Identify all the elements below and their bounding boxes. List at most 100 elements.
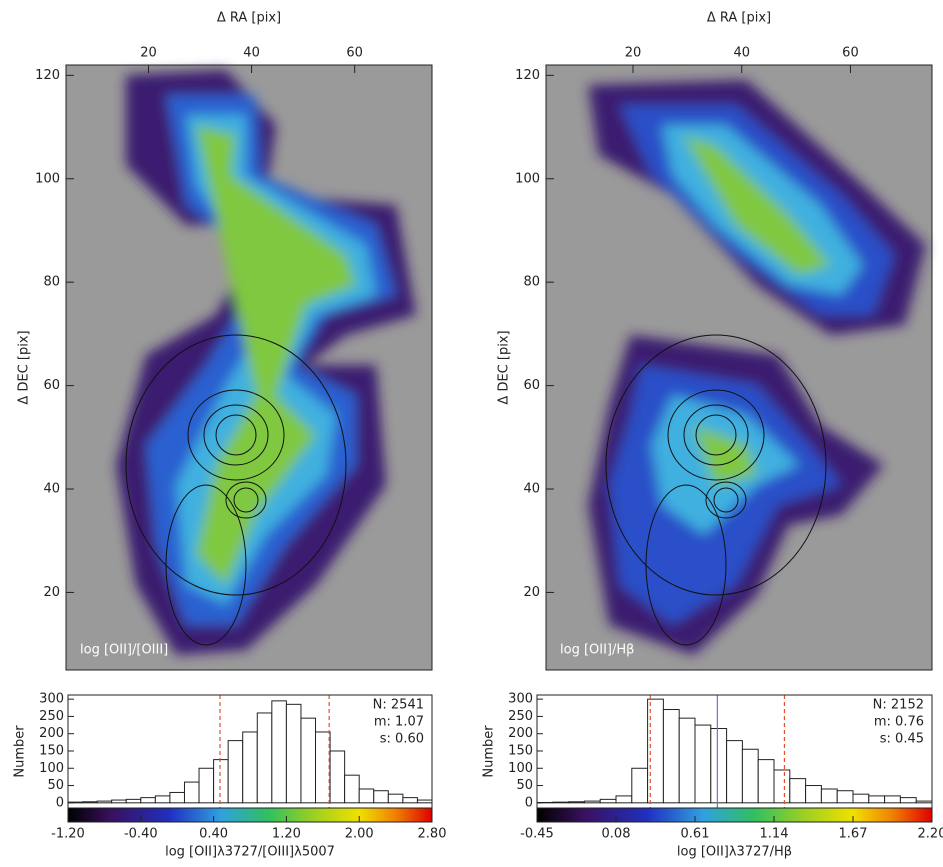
- x-tick-label: 40: [243, 46, 260, 61]
- y-tick-label: 60: [43, 378, 60, 393]
- x-tick-label: 60: [842, 46, 859, 61]
- histogram-bar: [900, 798, 916, 803]
- y-tick-label: 100: [35, 171, 60, 186]
- histogram-bar: [243, 732, 258, 803]
- histogram-bar: [821, 789, 837, 803]
- histogram-bar: [301, 718, 316, 803]
- histogram-bar: [853, 794, 869, 803]
- stat-annotation: m: 0.76: [874, 715, 924, 730]
- histogram-bar: [742, 749, 758, 803]
- colorbar: [68, 808, 432, 822]
- y-axis-label: Number: [13, 725, 28, 778]
- y-tick-label: 80: [43, 275, 60, 290]
- y-axis-label: Number: [482, 725, 497, 778]
- x-tick-label: 2.00: [345, 827, 374, 842]
- histogram-bar: [286, 704, 301, 802]
- y-tick-label: 150: [508, 743, 533, 758]
- x-tick-label: 0.61: [681, 827, 710, 842]
- y-tick-label: 40: [43, 482, 60, 497]
- histogram-bar: [916, 801, 932, 803]
- y-tick-label: 100: [508, 761, 533, 776]
- x-tick-label: 1.14: [760, 827, 789, 842]
- stat-annotation: s: 0.45: [880, 732, 924, 747]
- y-tick-label: 40: [523, 482, 540, 497]
- map-label: log [OII]/Hβ: [560, 643, 634, 658]
- histogram-bar: [869, 796, 885, 803]
- stat-annotation: m: 1.07: [374, 715, 424, 730]
- x-tick-label: 1.20: [272, 827, 301, 842]
- colorbar: [537, 808, 932, 822]
- histogram-bar: [257, 713, 272, 803]
- histogram-bar: [403, 798, 418, 803]
- histogram-bar: [374, 791, 389, 803]
- x-tick-label: -0.40: [124, 827, 158, 842]
- x-axis-label: log [OII]λ3727/[OIII]λ5007: [165, 845, 335, 860]
- y-tick-label: 200: [508, 726, 533, 741]
- x-axis-label: log [OII]λ3727/Hβ: [677, 845, 792, 860]
- histogram-bar: [112, 800, 127, 803]
- histogram-bar: [553, 802, 569, 803]
- y-tick-label: 200: [39, 726, 64, 741]
- histogram-bar: [170, 792, 185, 802]
- histogram-bar: [97, 801, 112, 803]
- histogram-bar: [155, 796, 170, 803]
- map-label: log [OII]/[OIII]: [80, 643, 168, 658]
- x-axis-label: Δ RA [pix]: [707, 11, 771, 26]
- y-tick-label: 250: [508, 709, 533, 724]
- y-tick-label: 100: [515, 171, 540, 186]
- y-tick-label: 150: [39, 743, 64, 758]
- y-tick-label: 300: [39, 692, 64, 707]
- figure: 20 40 60 20 40 60 80 100 120 Δ RA [pix] Δ DEC [pix…: [0, 0, 943, 867]
- y-tick-label: 20: [43, 585, 60, 600]
- histogram-bar: [679, 718, 695, 803]
- histogram-bar: [184, 782, 199, 803]
- histogram-bar: [316, 732, 331, 803]
- histogram-bar: [663, 710, 679, 803]
- stat-annotation: N: 2541: [373, 698, 424, 713]
- y-tick-label: 0: [525, 795, 533, 810]
- y-tick-label: 80: [523, 275, 540, 290]
- y-tick-label: 0: [56, 795, 64, 810]
- histogram-bar: [806, 786, 822, 803]
- histogram-bar: [126, 799, 141, 802]
- x-tick-label: 2.20: [918, 827, 943, 842]
- histogram-bar: [885, 796, 901, 803]
- x-tick-label: 60: [346, 46, 363, 61]
- histogram-bar: [141, 798, 156, 803]
- histogram-bar: [711, 729, 727, 803]
- x-tick-label: 20: [140, 46, 157, 61]
- x-tick-label: 40: [733, 46, 750, 61]
- histogram-bar: [83, 802, 98, 803]
- histogram-bar: [727, 741, 743, 803]
- histogram-bar: [199, 768, 214, 803]
- histogram-bar: [758, 760, 774, 803]
- histogram-bar: [569, 802, 585, 803]
- histogram-bar: [837, 791, 853, 803]
- y-tick-label: 60: [523, 378, 540, 393]
- histogram-bar: [330, 751, 345, 803]
- histogram-bar: [345, 775, 360, 803]
- y-tick-label: 100: [39, 761, 64, 776]
- x-tick-label: 1.67: [839, 827, 868, 842]
- x-axis-label: Δ RA [pix]: [217, 11, 281, 26]
- x-tick-label: 0.08: [602, 827, 631, 842]
- histogram-bar: [359, 789, 374, 803]
- histogram-bar: [417, 800, 432, 803]
- x-tick-label: 20: [625, 46, 642, 61]
- histogram-bar: [616, 796, 632, 803]
- histogram-bar: [214, 760, 229, 803]
- y-tick-label: 50: [47, 778, 64, 793]
- y-tick-label: 50: [516, 778, 533, 793]
- x-tick-label: -0.45: [520, 827, 554, 842]
- y-axis-label: Δ DEC [pix]: [497, 330, 512, 404]
- y-tick-label: 300: [508, 692, 533, 707]
- histogram-bar: [584, 801, 600, 803]
- histogram-bar: [228, 741, 243, 803]
- x-tick-label: -1.20: [51, 827, 85, 842]
- stat-annotation: N: 2152: [873, 698, 924, 713]
- y-tick-label: 250: [39, 709, 64, 724]
- histogram-bar: [600, 799, 616, 802]
- stat-annotation: s: 0.60: [380, 732, 424, 747]
- histogram-bar: [388, 794, 403, 803]
- y-tick-label: 120: [515, 68, 540, 83]
